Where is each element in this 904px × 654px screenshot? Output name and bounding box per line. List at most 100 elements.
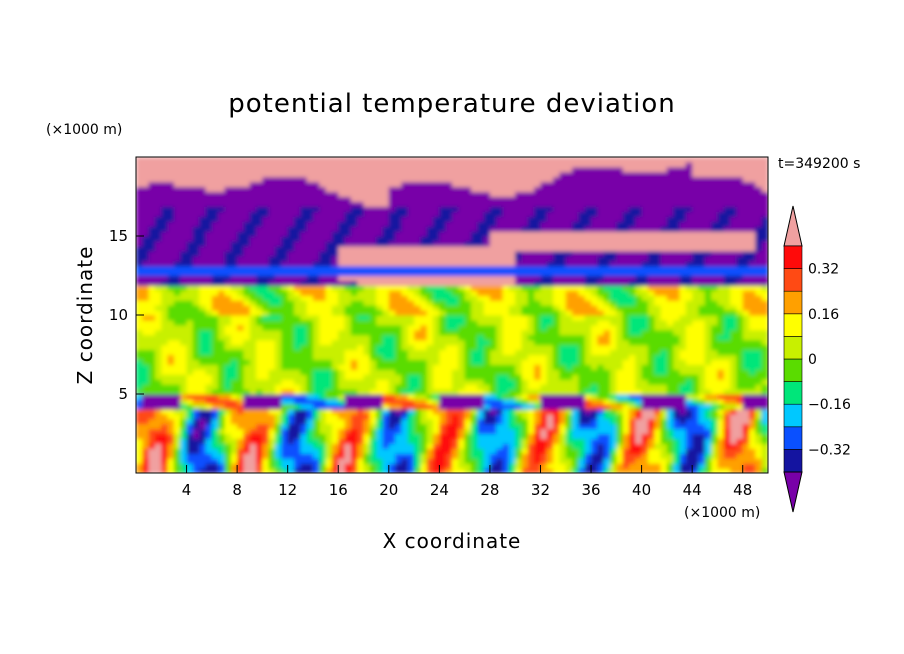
heatmap-cell	[319, 186, 327, 193]
heatmap-cell	[319, 418, 327, 425]
heatmap-cell	[603, 250, 611, 257]
heatmap-cell	[603, 290, 611, 296]
heatmap-cell	[268, 191, 276, 198]
heatmap-cell	[540, 196, 548, 203]
heatmap-cell	[357, 216, 365, 222]
heatmap-cell	[312, 206, 320, 212]
heatmap-cell	[483, 250, 491, 257]
heatmap-cell	[300, 315, 308, 321]
heatmap-cell	[426, 364, 434, 370]
heatmap-cell	[142, 240, 150, 247]
heatmap-cell	[426, 191, 434, 198]
heatmap-cell	[439, 310, 447, 316]
heatmap-cell	[603, 186, 611, 193]
heatmap-cell	[281, 240, 289, 247]
heatmap-cell	[565, 334, 573, 341]
heatmap-cell	[224, 344, 232, 351]
heatmap-cell	[224, 260, 232, 267]
heatmap-cell	[521, 394, 529, 400]
heatmap-cell	[584, 161, 592, 168]
heatmap-cell	[433, 384, 440, 390]
heatmap-cell	[325, 176, 333, 183]
heatmap-cell	[173, 428, 181, 435]
heatmap-cell	[376, 161, 384, 168]
heatmap-cell	[559, 423, 567, 430]
heatmap-cell	[369, 468, 377, 473]
heatmap-cell	[489, 339, 497, 346]
heatmap-cell	[572, 186, 579, 193]
heatmap-cell	[275, 196, 282, 203]
heatmap-cell	[458, 398, 466, 405]
heatmap-cell	[521, 324, 529, 331]
heatmap-cell	[287, 260, 295, 267]
heatmap-cell	[483, 226, 491, 232]
heatmap-cell	[452, 354, 459, 361]
heatmap-cell	[489, 458, 497, 464]
heatmap-cell	[205, 275, 213, 282]
heatmap-cell	[306, 275, 314, 282]
heatmap-cell	[319, 310, 327, 316]
heatmap-cell	[186, 344, 194, 351]
heatmap-cell	[584, 443, 592, 449]
heatmap-cell	[616, 245, 624, 252]
heatmap-cell	[470, 389, 478, 395]
heatmap-cell	[249, 398, 257, 405]
heatmap-cell	[546, 463, 554, 469]
heatmap-cell	[401, 468, 409, 473]
heatmap-cell	[230, 349, 238, 356]
heatmap-cell	[344, 458, 352, 464]
heatmap-cell	[452, 359, 459, 365]
heatmap-cell	[578, 458, 586, 464]
heatmap-cell	[414, 236, 421, 242]
heatmap-cell	[319, 349, 327, 356]
heatmap-cell	[534, 216, 542, 222]
heatmap-cell	[414, 448, 421, 454]
heatmap-cell	[218, 166, 226, 173]
heatmap-cell	[401, 226, 409, 232]
heatmap-cell	[344, 295, 352, 301]
heatmap-cell	[439, 280, 447, 286]
heatmap-cell	[515, 280, 523, 286]
heatmap-cell	[136, 315, 143, 321]
heatmap-cell	[521, 443, 529, 449]
heatmap-cell	[142, 329, 150, 336]
heatmap-cell	[591, 171, 598, 178]
heatmap-cell	[483, 265, 491, 272]
heatmap-cell	[527, 369, 535, 375]
heatmap-cell	[458, 240, 466, 247]
heatmap-cell	[546, 319, 554, 326]
heatmap-cell	[578, 206, 586, 212]
heatmap-cell	[230, 270, 238, 277]
heatmap-cell	[382, 191, 390, 198]
heatmap-cell	[610, 181, 617, 188]
heatmap-cell	[382, 196, 390, 203]
heatmap-cell	[230, 369, 238, 375]
heatmap-cell	[167, 408, 175, 415]
heatmap-cell	[167, 453, 175, 459]
heatmap-cell	[591, 315, 598, 321]
heatmap-cell	[521, 334, 529, 341]
heatmap-cell	[521, 315, 529, 321]
heatmap-cell	[256, 329, 263, 336]
heatmap-cell	[249, 240, 257, 247]
heatmap-cell	[470, 280, 478, 286]
heatmap-cell	[376, 369, 384, 375]
heatmap-cell	[508, 315, 516, 321]
heatmap-cell	[395, 319, 403, 326]
heatmap-cell	[237, 428, 245, 435]
heatmap-cell	[527, 398, 535, 405]
heatmap-cell	[515, 339, 523, 346]
heatmap-cell	[382, 245, 390, 252]
heatmap-cell	[306, 157, 314, 163]
heatmap-cell	[148, 339, 156, 346]
heatmap-cell	[268, 231, 276, 237]
heatmap-cell	[464, 453, 472, 459]
heatmap-cell	[470, 315, 478, 321]
heatmap-cell	[445, 428, 453, 435]
heatmap-cell	[357, 290, 365, 296]
heatmap-cell	[319, 245, 327, 252]
heatmap-cell	[312, 181, 320, 188]
heatmap-cell	[294, 408, 301, 415]
heatmap-cell	[508, 290, 516, 296]
heatmap-cell	[508, 384, 516, 390]
